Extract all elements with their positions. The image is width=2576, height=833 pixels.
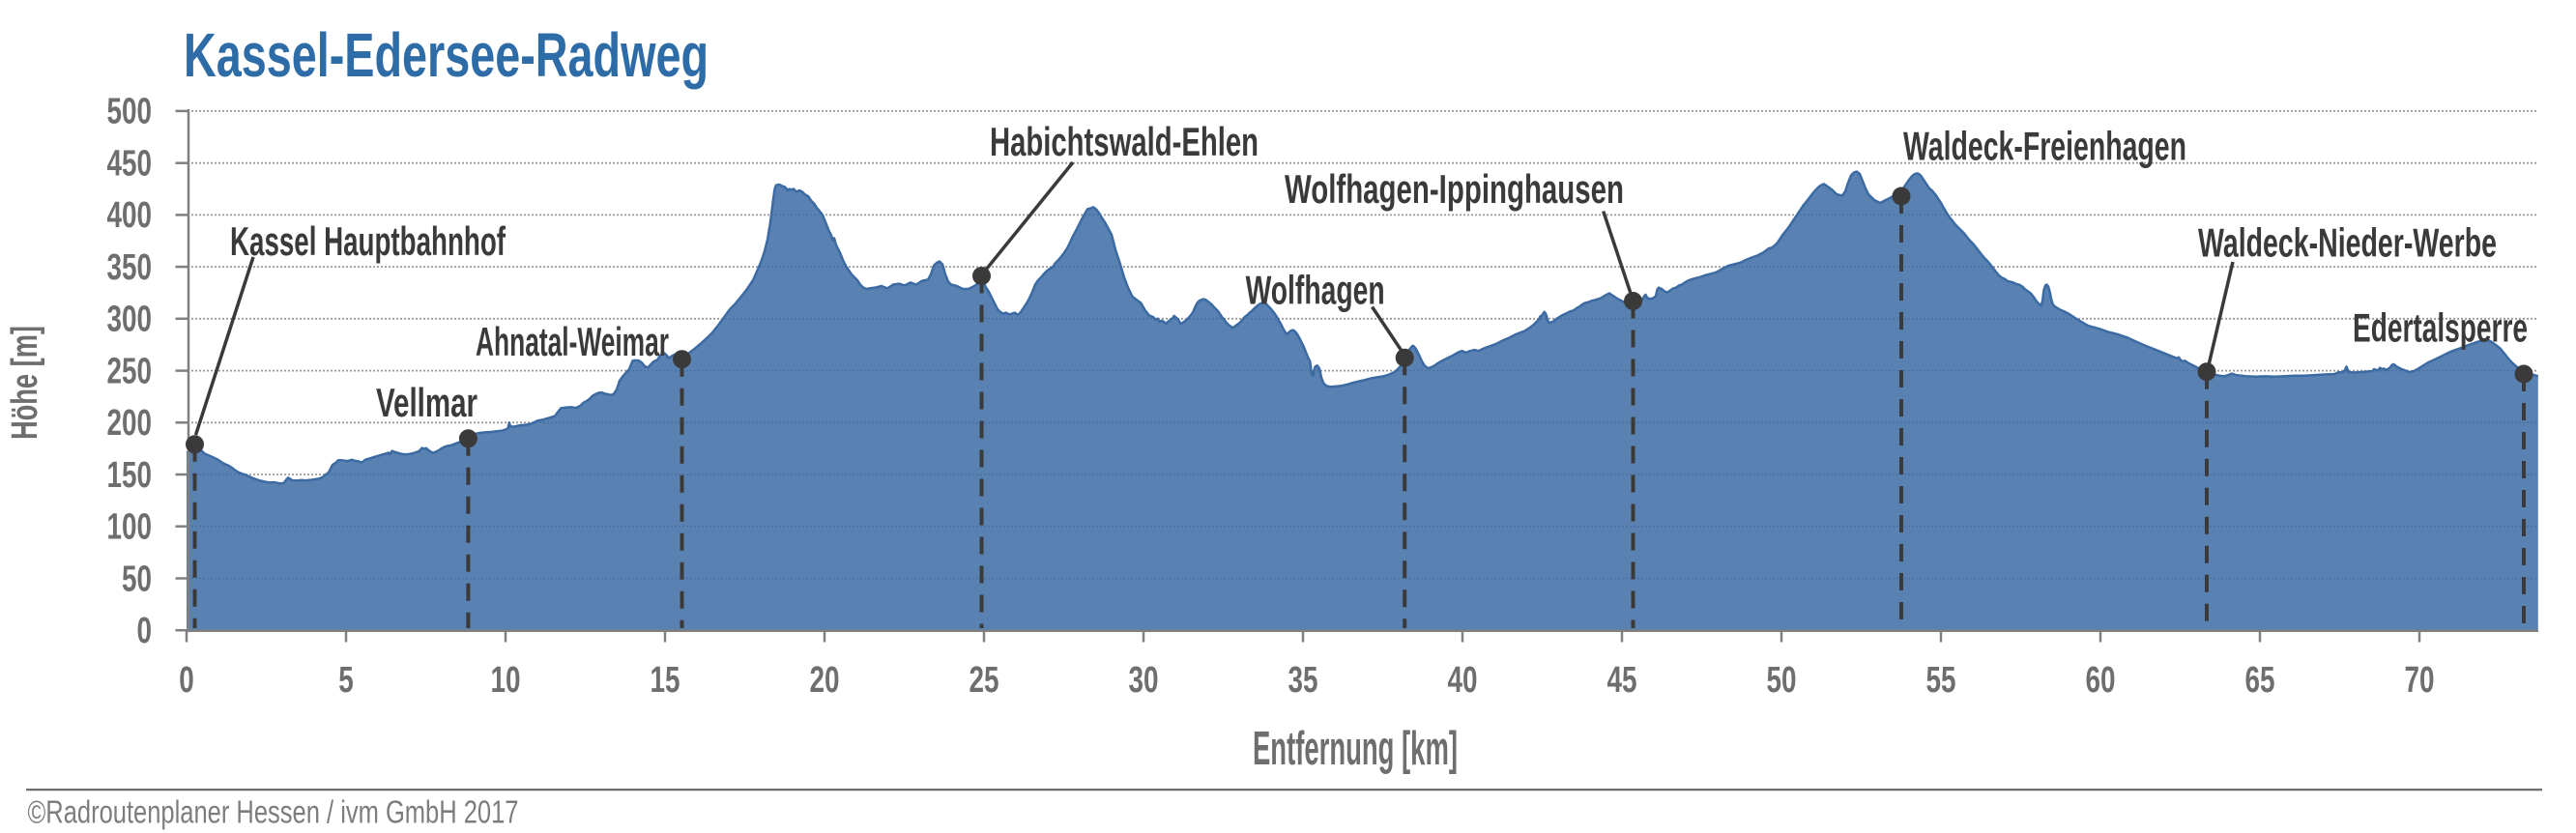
- svg-text:40: 40: [1448, 660, 1478, 701]
- svg-text:0: 0: [137, 611, 153, 651]
- svg-text:Wolfhagen-Ippinghausen: Wolfhagen-Ippinghausen: [1285, 166, 1624, 212]
- svg-text:Höhe [m]: Höhe [m]: [5, 326, 45, 440]
- svg-text:Wolfhagen: Wolfhagen: [1246, 268, 1385, 313]
- svg-text:350: 350: [107, 247, 153, 288]
- svg-text:70: 70: [2405, 660, 2435, 701]
- svg-text:0: 0: [179, 660, 194, 701]
- svg-text:Edertalsperre: Edertalsperre: [2353, 305, 2528, 351]
- svg-text:Ahnatal-Weimar: Ahnatal-Weimar: [476, 319, 669, 364]
- svg-text:30: 30: [1129, 660, 1159, 701]
- svg-text:300: 300: [107, 300, 153, 340]
- svg-text:200: 200: [107, 403, 153, 444]
- svg-text:10: 10: [491, 660, 521, 701]
- svg-text:45: 45: [1607, 660, 1637, 701]
- svg-text:50: 50: [1767, 660, 1797, 701]
- svg-text:Habichtswald-Ehlen: Habichtswald-Ehlen: [990, 119, 1259, 164]
- svg-text:60: 60: [2086, 660, 2116, 701]
- svg-text:Entfernung [km]: Entfernung [km]: [1253, 723, 1458, 775]
- svg-text:20: 20: [810, 660, 840, 701]
- svg-text:35: 35: [1288, 660, 1318, 701]
- svg-text:450: 450: [107, 144, 153, 185]
- svg-text:65: 65: [2245, 660, 2275, 701]
- svg-text:400: 400: [107, 195, 153, 236]
- svg-text:15: 15: [651, 660, 680, 701]
- svg-text:Kassel Hauptbahnhof: Kassel Hauptbahnhof: [230, 218, 507, 264]
- svg-text:Waldeck-Freienhagen: Waldeck-Freienhagen: [1903, 124, 2186, 169]
- svg-text:55: 55: [1926, 660, 1956, 701]
- svg-text:50: 50: [122, 559, 152, 599]
- svg-text:Kassel-Edersee-Radweg: Kassel-Edersee-Radweg: [184, 20, 709, 90]
- svg-text:150: 150: [107, 455, 153, 496]
- svg-text:©Radroutenplaner Hessen / ivm: ©Radroutenplaner Hessen / ivm GmbH 2017: [28, 794, 519, 830]
- svg-text:25: 25: [970, 660, 999, 701]
- svg-text:Waldeck-Nieder-Werbe: Waldeck-Nieder-Werbe: [2198, 219, 2497, 265]
- svg-text:Vellmar: Vellmar: [376, 380, 478, 425]
- svg-text:500: 500: [107, 92, 153, 132]
- svg-text:100: 100: [107, 507, 153, 548]
- svg-text:250: 250: [107, 351, 153, 391]
- svg-text:5: 5: [338, 660, 354, 701]
